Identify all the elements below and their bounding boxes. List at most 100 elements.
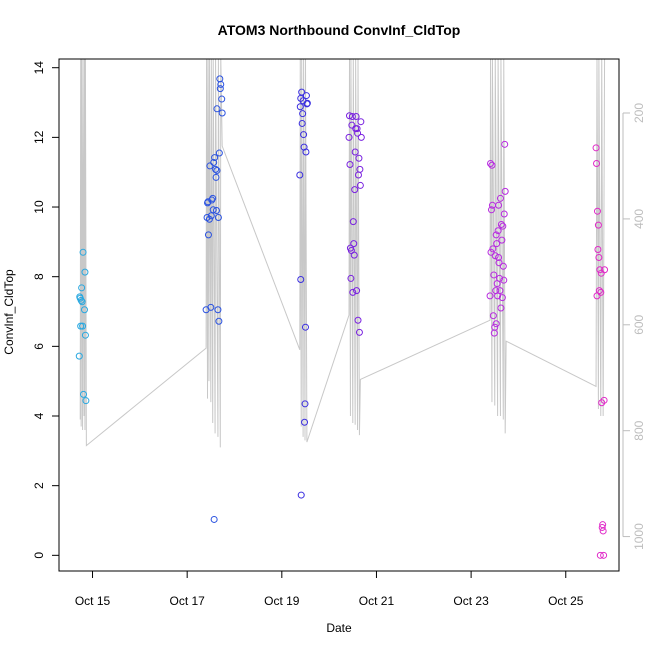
y-tick-label: 6: [32, 343, 46, 350]
data-point: [500, 210, 508, 218]
y2-tick-label: 600: [632, 314, 646, 334]
y-tick-label: 8: [32, 273, 46, 280]
data-point: [301, 323, 309, 331]
data-point: [213, 207, 221, 215]
data-point: [488, 161, 496, 169]
data-point: [214, 306, 222, 314]
data-point: [300, 131, 308, 139]
data-point: [80, 306, 88, 314]
data-point: [79, 248, 87, 256]
x-tick-label: Oct 21: [359, 594, 395, 608]
data-point: [495, 259, 503, 267]
data-point: [347, 274, 355, 282]
data-point: [491, 323, 499, 331]
data-point: [297, 491, 305, 499]
data-point: [489, 245, 497, 253]
data-point: [296, 103, 304, 111]
data-point: [356, 165, 364, 173]
data-point: [346, 161, 354, 169]
data-point: [211, 154, 219, 162]
data-point: [345, 112, 353, 120]
data-point: [204, 231, 212, 239]
data-point: [215, 317, 223, 325]
data-point: [217, 80, 225, 88]
scatter-series: [75, 248, 90, 405]
data-point: [594, 221, 602, 229]
y2-tick-label: 400: [632, 209, 646, 229]
data-point: [218, 109, 226, 117]
data-point: [495, 254, 503, 262]
x-axis-title: Date: [326, 621, 352, 635]
data-point: [492, 320, 500, 328]
data-point: [350, 251, 358, 259]
data-point: [345, 133, 353, 141]
data-point: [350, 240, 358, 248]
data-point: [600, 396, 608, 404]
data-point: [214, 213, 222, 221]
data-point: [354, 316, 362, 324]
data-point: [501, 187, 509, 195]
data-point: [598, 523, 606, 531]
data-point: [354, 129, 362, 137]
data-point: [596, 266, 604, 274]
data-point: [357, 118, 365, 126]
data-point: [496, 194, 504, 202]
scatter-series: [486, 140, 509, 337]
data-point: [496, 274, 504, 282]
y-tick-label: 0: [32, 552, 46, 559]
data-point: [78, 298, 86, 306]
axes: Oct 15 Oct 17 Oct 19 Oct 21 Oct 23 Oct 25 0 2 4 6…: [32, 61, 646, 608]
data-point: [494, 227, 502, 235]
data-point: [594, 246, 602, 254]
data-point: [349, 218, 357, 226]
data-point: [593, 159, 601, 167]
data-point: [212, 165, 220, 173]
data-point: [78, 284, 86, 292]
data-point: [213, 105, 221, 113]
y2-tick-label: 1000: [632, 523, 646, 550]
y-tick-label: 4: [32, 412, 46, 419]
data-point: [77, 322, 85, 330]
data-point: [355, 328, 363, 336]
y-axis-title: ConvInf_CldTop: [2, 269, 16, 355]
data-point: [351, 186, 359, 194]
data-point: [348, 112, 356, 120]
y-tick-label: 10: [32, 200, 46, 214]
data-point: [301, 418, 309, 426]
data-point: [81, 331, 89, 339]
data-point: [600, 551, 608, 559]
data-point: [491, 252, 499, 260]
data-point: [493, 240, 501, 248]
data-point: [75, 352, 83, 360]
data-point: [597, 288, 605, 296]
y2-tick-label: 200: [632, 103, 646, 123]
data-point: [356, 181, 364, 189]
data-point: [592, 144, 600, 152]
data-point: [205, 215, 213, 223]
data-point: [297, 275, 305, 283]
data-point: [357, 133, 365, 141]
data-point: [209, 206, 217, 214]
data-point: [209, 194, 217, 202]
data-point: [497, 304, 505, 312]
data-point: [79, 322, 87, 330]
data-point: [495, 201, 503, 209]
data-point: [596, 551, 604, 559]
data-point: [204, 198, 212, 206]
data-point: [498, 294, 506, 302]
data-point: [81, 268, 89, 276]
data-point: [348, 121, 356, 129]
data-point: [351, 148, 359, 156]
plot-frame: [58, 58, 620, 572]
x-tick-label: Oct 17: [169, 594, 205, 608]
data-point: [296, 171, 304, 179]
data-point: [303, 99, 311, 107]
data-point: [486, 292, 494, 300]
x-tick-label: Oct 15: [75, 594, 111, 608]
plot-area: [75, 59, 609, 559]
data-point: [499, 222, 507, 230]
data-point: [497, 220, 505, 228]
data-point: [496, 287, 504, 295]
